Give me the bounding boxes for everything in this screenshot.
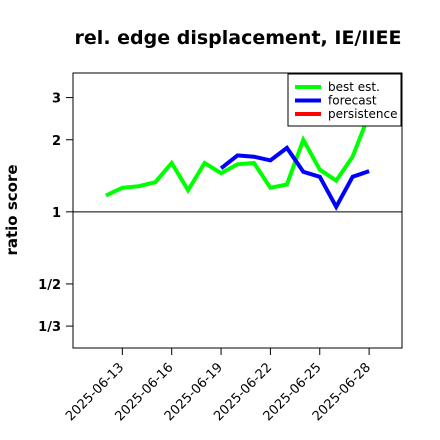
plot-frame [72,72,403,349]
legend-label-persistence: persistence [328,107,397,121]
legend-label-forecast: forecast [328,94,377,108]
y-tick-label: 2 [52,134,61,149]
legend-label-best-est: best est. [328,80,380,94]
y-tick-label: 1/2 [38,278,61,293]
series-line-best-est [105,113,371,198]
y-tick-label: 1 [52,206,61,221]
y-tick-label: 1/3 [38,320,61,335]
chart-title: rel. edge displacement, IE/IIEE [75,27,402,49]
y-axis-label: ratio score [3,164,21,255]
y-tick-label: 3 [52,92,61,107]
series-line-forecast [219,145,370,211]
